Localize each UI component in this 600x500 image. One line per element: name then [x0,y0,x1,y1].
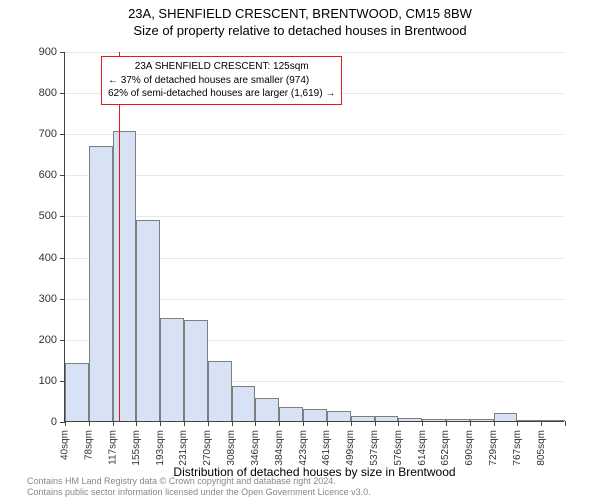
x-tick-label: 576sqm [393,430,404,466]
y-tick-label: 700 [39,128,65,140]
gridline [65,134,564,135]
x-tick [113,421,114,426]
x-tick [398,421,399,426]
x-tick-label: 384sqm [274,430,285,466]
histogram-bar [255,398,279,421]
x-tick [470,421,471,426]
chart-title-block: 23A, SHENFIELD CRESCENT, BRENTWOOD, CM15… [0,0,600,38]
x-tick [160,421,161,426]
histogram-bar [398,418,422,421]
y-tick-label: 0 [51,416,65,428]
x-tick [184,421,185,426]
histogram-bar [208,361,232,421]
footer-line-2: Contains public sector information licen… [27,487,588,498]
histogram-bar [470,419,494,421]
x-tick-label: 537sqm [369,430,380,466]
y-tick-label: 600 [39,169,65,181]
x-tick-label: 155sqm [131,430,142,466]
x-tick [351,421,352,426]
y-tick-label: 100 [39,375,65,387]
gridline [65,175,564,176]
x-tick-label: 270sqm [202,430,213,466]
x-tick [327,421,328,426]
x-tick-label: 805sqm [536,430,547,466]
histogram-bar [494,413,518,421]
x-tick-label: 614sqm [417,430,428,466]
x-tick-label: 652sqm [440,430,451,466]
x-tick [517,421,518,426]
x-tick [255,421,256,426]
histogram-bar [184,320,208,421]
footer-line-1: Contains HM Land Registry data © Crown c… [27,476,588,487]
x-tick [65,421,66,426]
x-tick-label: 423sqm [298,430,309,466]
x-tick-label: 40sqm [60,430,71,460]
x-tick [303,421,304,426]
footer-attribution: Contains HM Land Registry data © Crown c… [27,476,588,499]
annotation-line: 23A SHENFIELD CRESCENT: 125sqm [108,60,335,74]
x-tick-label: 117sqm [107,430,118,465]
x-tick-label: 78sqm [83,430,94,460]
y-tick-label: 500 [39,210,65,222]
histogram-bar [327,411,351,421]
x-tick-label: 729sqm [488,430,499,466]
annotation-line: ← 37% of detached houses are smaller (97… [108,74,335,88]
x-tick-label: 231sqm [179,430,190,466]
histogram-bar [160,318,184,421]
histogram-bar [136,220,160,421]
histogram-bar [517,420,541,421]
x-tick [232,421,233,426]
y-tick-label: 200 [39,334,65,346]
histogram-bar [541,420,565,421]
annotation-line: 62% of semi-detached houses are larger (… [108,87,335,101]
x-tick-label: 308sqm [226,430,237,466]
histogram-bar [303,409,327,421]
x-tick [494,421,495,426]
histogram-bar [375,416,399,421]
property-marker-line [119,52,120,421]
histogram-bar [446,419,470,421]
chart-area: Number of detached properties Distributi… [64,52,564,422]
x-tick [279,421,280,426]
x-tick [446,421,447,426]
x-tick-label: 346sqm [250,430,261,466]
histogram-bar [232,386,256,421]
x-tick [375,421,376,426]
y-tick-label: 900 [39,46,65,58]
histogram-bar [279,407,303,421]
x-tick-label: 767sqm [512,430,523,466]
x-tick-label: 499sqm [345,430,356,466]
gridline [65,216,564,217]
x-tick [541,421,542,426]
x-tick-label: 461sqm [321,430,332,466]
x-tick [422,421,423,426]
y-tick-label: 300 [39,293,65,305]
title-line-2: Size of property relative to detached ho… [0,23,600,38]
histogram-bar [113,131,137,421]
annotation-box: 23A SHENFIELD CRESCENT: 125sqm← 37% of d… [101,56,342,105]
y-tick-label: 400 [39,252,65,264]
x-tick [89,421,90,426]
y-tick-label: 800 [39,87,65,99]
x-tick-label: 193sqm [155,430,166,466]
x-tick [136,421,137,426]
histogram-bar [65,363,89,421]
x-tick-label: 690sqm [464,430,475,466]
title-line-1: 23A, SHENFIELD CRESCENT, BRENTWOOD, CM15… [0,6,600,21]
histogram-bar [422,419,446,421]
x-tick [565,421,566,426]
plot-area: Number of detached properties Distributi… [64,52,564,422]
histogram-bar [89,146,113,421]
histogram-bar [351,416,375,421]
x-tick [208,421,209,426]
gridline [65,52,564,53]
